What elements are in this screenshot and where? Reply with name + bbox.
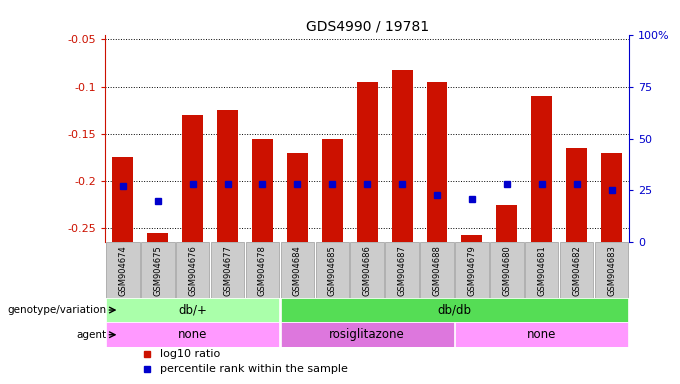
- Text: GSM904682: GSM904682: [572, 245, 581, 296]
- Bar: [281, 242, 314, 298]
- Bar: [148, 233, 168, 242]
- Text: GSM904685: GSM904685: [328, 245, 337, 296]
- Text: GSM904683: GSM904683: [607, 245, 616, 296]
- Bar: [525, 242, 558, 298]
- Text: GSM904688: GSM904688: [432, 245, 441, 296]
- Bar: [560, 242, 594, 298]
- Text: percentile rank within the sample: percentile rank within the sample: [160, 364, 348, 374]
- Text: log10 ratio: log10 ratio: [160, 349, 220, 359]
- Text: agent: agent: [76, 330, 106, 340]
- Text: db/db: db/db: [437, 303, 471, 316]
- Bar: [322, 139, 343, 242]
- Bar: [287, 153, 308, 242]
- Bar: [316, 242, 349, 298]
- Bar: [106, 298, 279, 323]
- Text: GSM904674: GSM904674: [118, 245, 127, 296]
- Text: none: none: [527, 328, 556, 341]
- Bar: [357, 82, 377, 242]
- Bar: [496, 205, 517, 242]
- Bar: [350, 242, 384, 298]
- Bar: [455, 323, 628, 347]
- Text: GSM904686: GSM904686: [362, 245, 372, 296]
- Text: GSM904676: GSM904676: [188, 245, 197, 296]
- Bar: [601, 153, 622, 242]
- Bar: [245, 242, 279, 298]
- Bar: [566, 148, 587, 242]
- Text: GSM904680: GSM904680: [503, 245, 511, 296]
- Bar: [392, 71, 413, 242]
- Text: GSM904687: GSM904687: [398, 245, 407, 296]
- Bar: [106, 323, 279, 347]
- Bar: [182, 115, 203, 242]
- Bar: [252, 139, 273, 242]
- Text: none: none: [178, 328, 207, 341]
- Text: GSM904684: GSM904684: [293, 245, 302, 296]
- Text: genotype/variation: genotype/variation: [7, 305, 106, 315]
- Bar: [112, 157, 133, 242]
- Bar: [281, 323, 454, 347]
- Bar: [531, 96, 552, 242]
- Bar: [141, 242, 175, 298]
- Text: rosiglitazone: rosiglitazone: [329, 328, 405, 341]
- Title: GDS4990 / 19781: GDS4990 / 19781: [305, 20, 429, 33]
- Text: GSM904679: GSM904679: [467, 245, 477, 296]
- Bar: [281, 298, 628, 323]
- Bar: [426, 82, 447, 242]
- Text: GSM904677: GSM904677: [223, 245, 232, 296]
- Bar: [462, 235, 482, 242]
- Text: GSM904681: GSM904681: [537, 245, 546, 296]
- Text: GSM904675: GSM904675: [153, 245, 163, 296]
- Bar: [595, 242, 628, 298]
- Bar: [217, 110, 238, 242]
- Bar: [490, 242, 524, 298]
- Bar: [420, 242, 454, 298]
- Bar: [211, 242, 244, 298]
- Text: db/+: db/+: [178, 303, 207, 316]
- Text: GSM904678: GSM904678: [258, 245, 267, 296]
- Bar: [386, 242, 419, 298]
- Bar: [176, 242, 209, 298]
- Bar: [106, 242, 139, 298]
- Bar: [455, 242, 489, 298]
